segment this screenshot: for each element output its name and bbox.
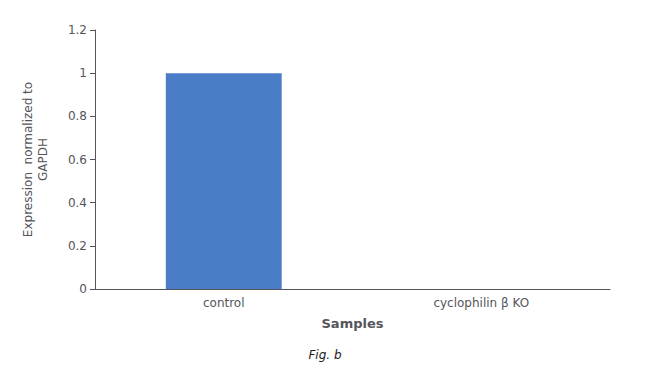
svg-text:Fig. b: Fig. b [308, 348, 341, 362]
svg-text:control: control [203, 296, 245, 310]
svg-text:0.2: 0.2 [68, 239, 87, 253]
svg-text:0.8: 0.8 [68, 109, 87, 123]
svg-text:0: 0 [79, 282, 87, 296]
svg-text:Samples: Samples [322, 316, 384, 331]
svg-text:1: 1 [79, 66, 87, 80]
svg-text:cyclophilin β KO: cyclophilin β KO [433, 296, 529, 310]
svg-text:GAPDH: GAPDH [36, 138, 50, 181]
svg-text:Expression normalized to: Expression normalized to [21, 82, 35, 237]
svg-text:0.4: 0.4 [68, 196, 87, 210]
svg-text:1.2: 1.2 [68, 23, 87, 37]
svg-text:0.6: 0.6 [68, 153, 87, 167]
